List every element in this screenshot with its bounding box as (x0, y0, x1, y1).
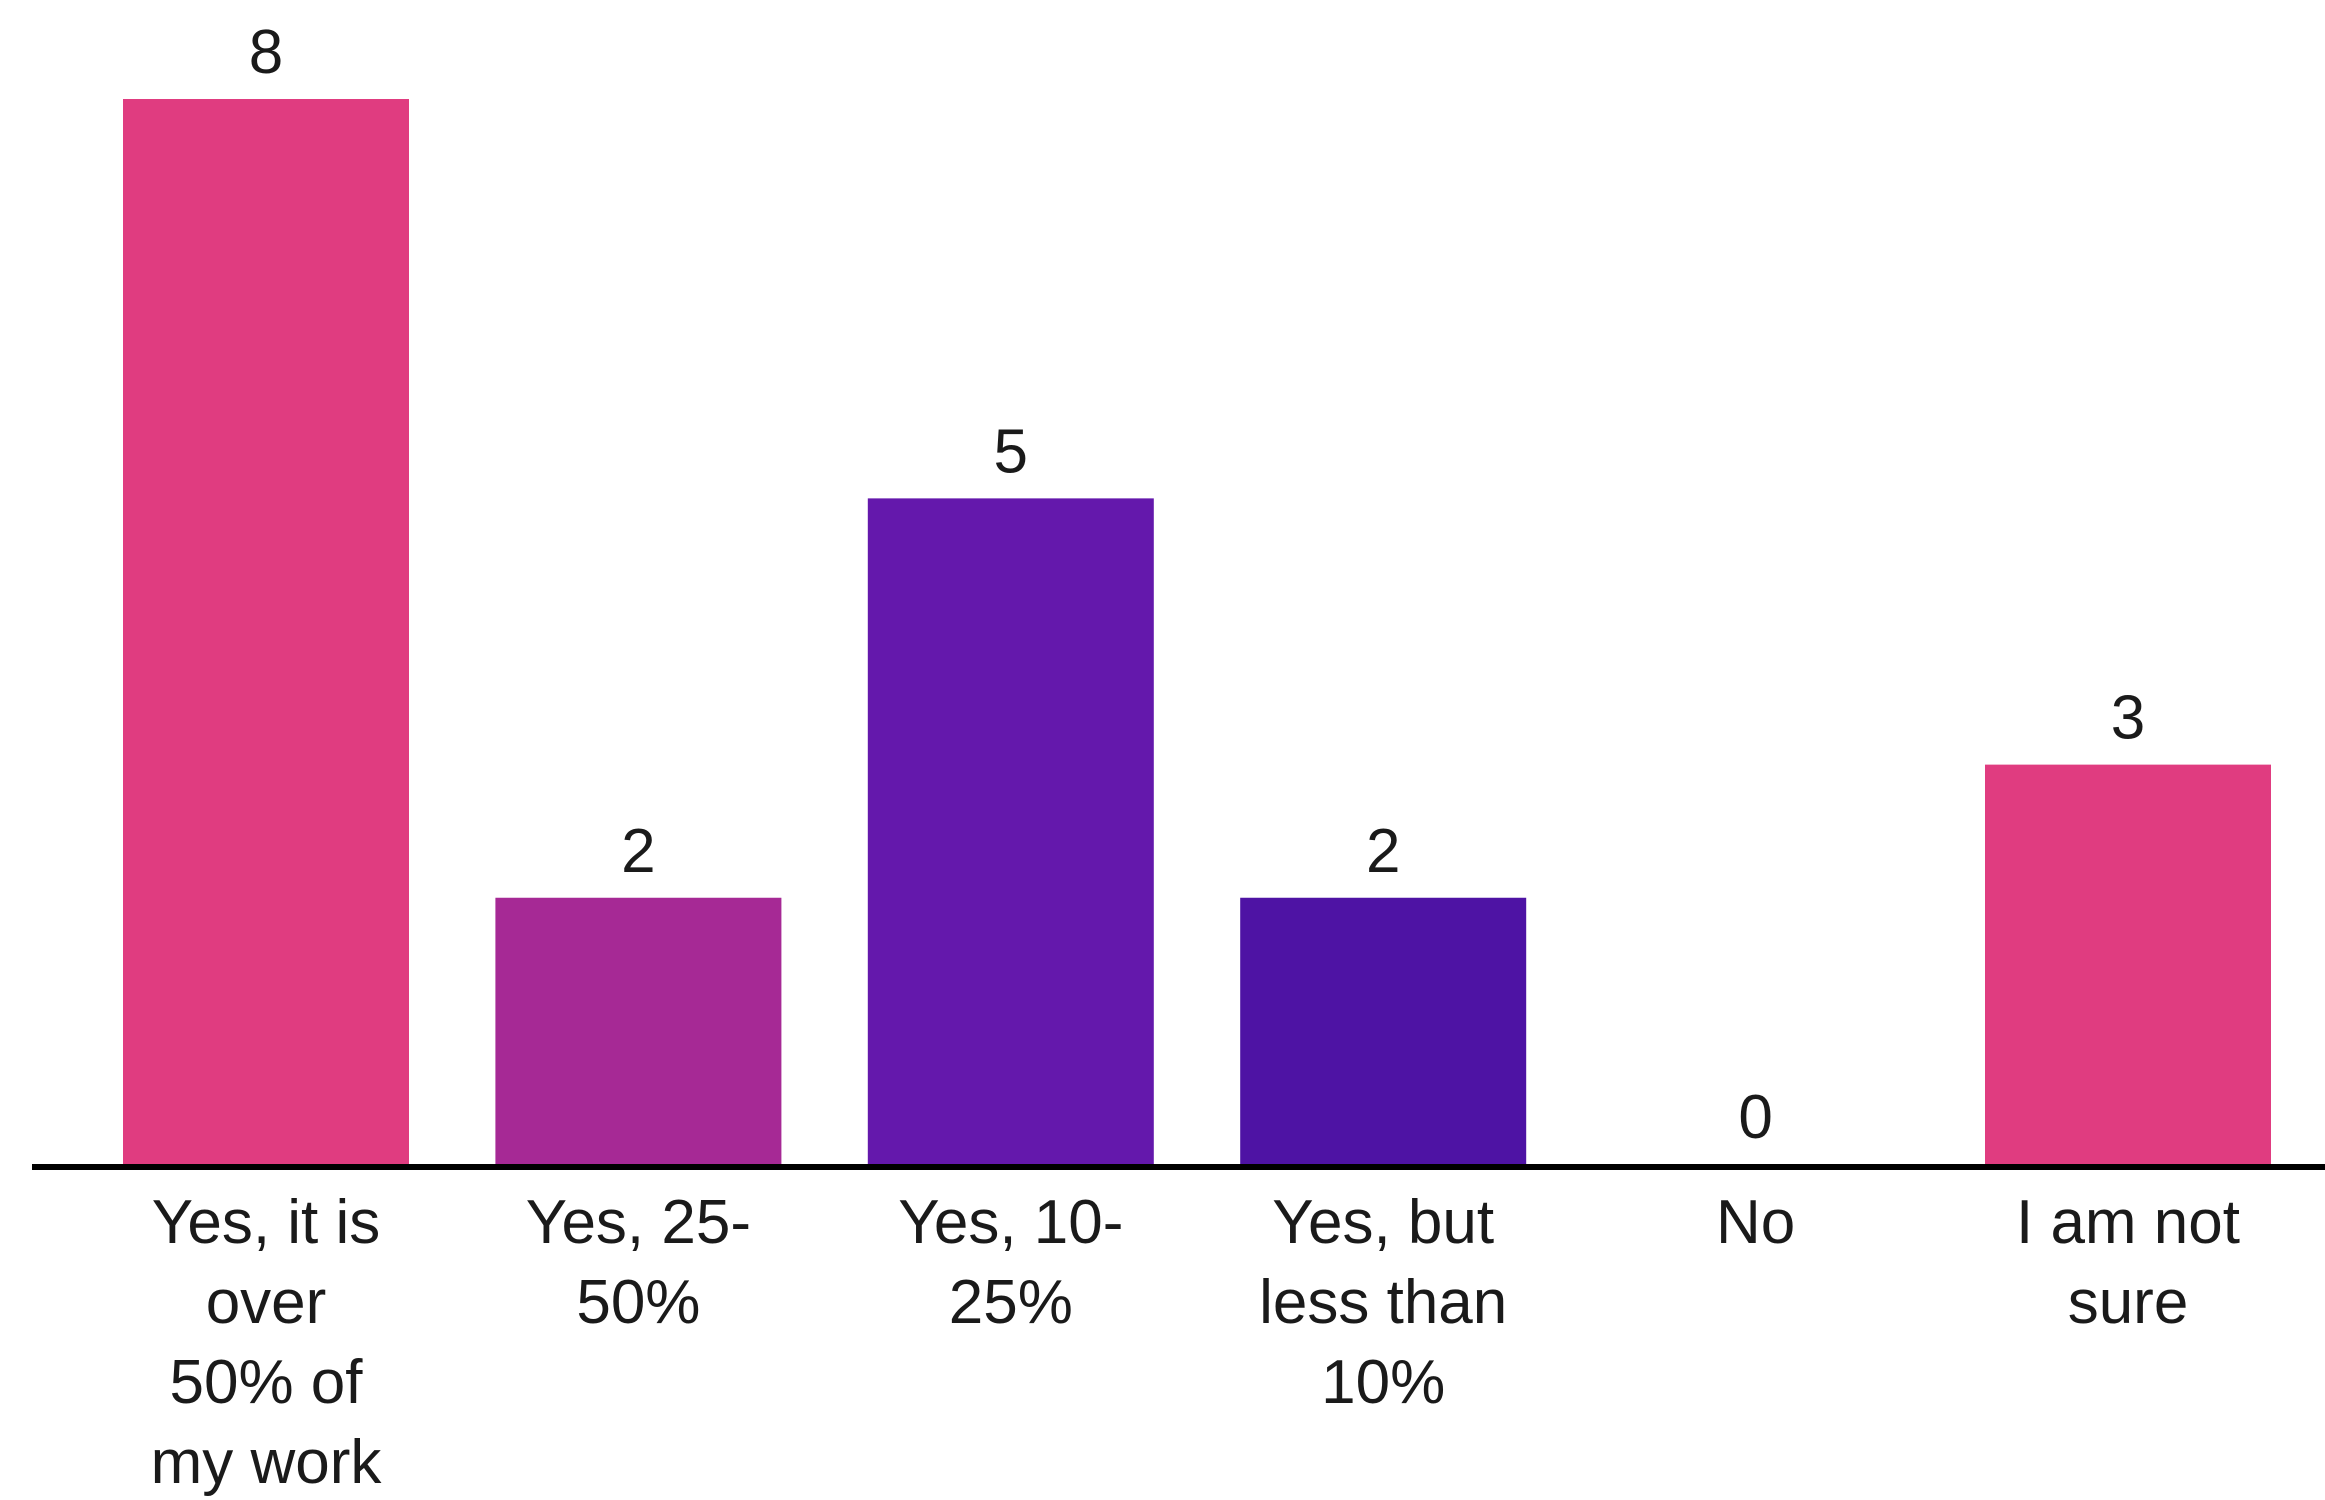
category-label-1: Yes, 25- 50% (526, 1188, 751, 1337)
bar-3 (1240, 897, 1527, 1164)
category-label-line: Yes, 10- (898, 1188, 1123, 1257)
category-label-line: Yes, 25- (526, 1188, 751, 1257)
category-label-0: Yes, it is over 50% of my work (151, 1188, 383, 1497)
category-label-3: Yes, but less than 10% (1259, 1188, 1507, 1417)
bar-5 (1985, 764, 2271, 1164)
category-label-line: No (1716, 1188, 1795, 1257)
category-label-line: I am not (2016, 1188, 2240, 1257)
category-label-line: 10% (1321, 1348, 1445, 1417)
category-label-line: my work (151, 1428, 383, 1497)
category-label-5: I am not sure (2016, 1188, 2240, 1337)
value-label-0: 8 (249, 18, 283, 87)
category-label-line: 50% of (169, 1348, 363, 1417)
category-label-line: Yes, but (1272, 1188, 1494, 1257)
value-label-2: 5 (994, 417, 1028, 486)
bar-0 (123, 99, 409, 1164)
value-label-1: 2 (621, 817, 655, 886)
value-label-5: 3 (2111, 684, 2145, 753)
value-label-3: 2 (1366, 817, 1400, 886)
category-label-line: sure (2068, 1268, 2189, 1337)
value-labels-group: 8 2 5 2 0 3 (249, 18, 2145, 1152)
value-label-4: 0 (1738, 1083, 1772, 1152)
bar-2 (867, 498, 1154, 1164)
category-label-line: 50% (576, 1268, 700, 1337)
bars-group (123, 99, 2271, 1164)
category-label-line: less than (1259, 1268, 1507, 1337)
category-label-2: Yes, 10- 25% (898, 1188, 1123, 1337)
category-label-line: 25% (949, 1268, 1073, 1337)
category-label-4: No (1716, 1188, 1795, 1257)
category-label-line: over (206, 1268, 327, 1337)
bar-1 (495, 897, 782, 1164)
category-label-line: Yes, it is (152, 1188, 381, 1257)
